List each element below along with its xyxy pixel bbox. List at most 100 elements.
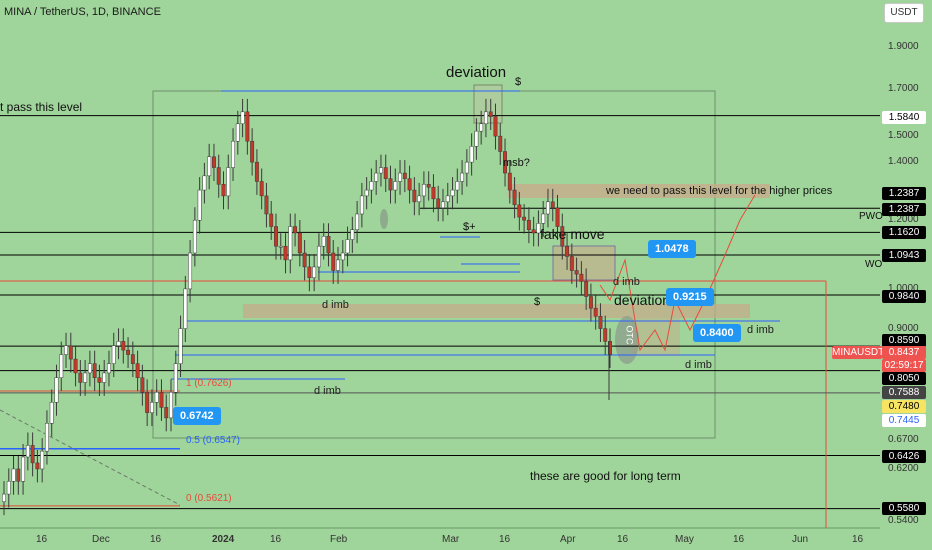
y-axis-label: 1.4000 (888, 156, 919, 168)
candle-body-104 (498, 135, 503, 152)
x-axis-label: 16 (36, 534, 48, 545)
candle-body-47 (226, 167, 231, 197)
currency-button[interactable]: USDT (884, 3, 924, 23)
x-axis-label: May (675, 534, 694, 545)
price-tag: 0.9840 (882, 290, 926, 303)
x-axis-label: Feb (330, 534, 348, 545)
candle-body-126 (603, 328, 608, 342)
price-tag: 0.7588 (882, 386, 926, 399)
candle-body-27 (130, 354, 135, 364)
candle-body-76 (364, 189, 369, 197)
price-badge-4: 0.6742 (173, 407, 221, 425)
candle-body-17 (83, 372, 88, 383)
annotation-dollar-mid: $ (534, 296, 541, 308)
candle-body-69 (331, 252, 336, 271)
candle-body-52 (250, 140, 255, 163)
candle-body-67 (321, 235, 326, 247)
candle-body-59 (283, 245, 288, 261)
candle-body-9 (44, 422, 49, 452)
candle-body-51 (245, 111, 250, 142)
candle-body-48 (231, 140, 235, 168)
y-axis-label: 1.5000 (888, 130, 919, 142)
price-tag: 1.2387 (882, 187, 926, 200)
x-axis-label: 16 (270, 534, 282, 545)
candle-body-60 (288, 226, 293, 261)
candle-body-71 (340, 252, 345, 261)
annotation-msb: msb? (503, 157, 530, 169)
candle-body-127 (608, 341, 612, 355)
candle-body-21 (102, 372, 107, 383)
candle-body-10 (49, 402, 54, 424)
annotation-d-imb-4: d imb (685, 359, 712, 371)
candle-body-98 (469, 146, 474, 163)
candle-body-85 (407, 178, 412, 191)
candle-body-28 (135, 363, 140, 378)
candle-body-108 (517, 204, 522, 218)
candle-body-34 (164, 407, 169, 419)
candle-body-120 (574, 270, 579, 275)
candle-body-116 (555, 207, 560, 227)
candle-body-72 (345, 239, 350, 254)
candle-body-96 (460, 172, 465, 182)
candle-body-82 (393, 181, 398, 191)
candle-body-84 (402, 172, 407, 179)
candle-body-43 (207, 156, 212, 177)
annotation-d-imb-1: d imb (322, 299, 349, 311)
candle-body-68 (326, 235, 331, 254)
imbalance-box (243, 304, 750, 318)
candle-body-107 (512, 189, 517, 206)
x-axis-label: Apr (560, 534, 576, 545)
price-tag: 0.5580 (882, 502, 926, 515)
resistance-box (508, 184, 770, 198)
candle-body-66 (316, 245, 321, 268)
candle-body-124 (593, 307, 598, 317)
candle-body-110 (526, 219, 531, 230)
price-tag: 1.0943 (882, 249, 926, 262)
candle-body-55 (264, 195, 269, 215)
y-axis-label: 0.5400 (888, 515, 919, 526)
candle-body-29 (140, 377, 145, 393)
price-tag: 1.5840 (882, 111, 926, 124)
y-axis-label: 1.0000 (888, 282, 919, 294)
range-box (152, 90, 716, 439)
x-axis-label: 16 (617, 534, 629, 545)
candle-body-49 (235, 123, 240, 142)
y-axis-label: 0.9000 (888, 322, 919, 334)
label-wo: WO (865, 259, 883, 270)
candle-body-8 (40, 450, 45, 470)
candle-body-91 (436, 198, 441, 209)
price-tag: 1.2387 (882, 203, 926, 216)
chart-title: MINA / TetherUS, 1D, BINANCE (4, 6, 161, 18)
small-ellipse (380, 209, 388, 229)
candle-body-14 (68, 345, 73, 360)
candle-body-50 (240, 111, 245, 125)
candle-body-19 (92, 363, 97, 378)
x-axis-label: 16 (852, 534, 864, 545)
candle-body-20 (97, 377, 102, 383)
candle-body-64 (307, 266, 312, 279)
candle-body-103 (493, 116, 498, 137)
price-tag: 0.8437 (882, 346, 926, 359)
candle-body-92 (441, 201, 445, 209)
candle-body-74 (355, 213, 360, 230)
fib-label-0: 0 (0.5621) (186, 493, 232, 504)
candle-body-79 (379, 167, 383, 174)
candle-body-26 (126, 349, 131, 355)
candle-body-57 (274, 226, 278, 247)
candle-body-114 (546, 201, 550, 215)
candle-body-122 (584, 281, 589, 297)
candle-body-113 (541, 213, 546, 224)
candle-body-42 (202, 175, 207, 191)
fib-label-05: 0.5 (0.6547) (186, 435, 240, 446)
annotation-long-term: these are good for long term (530, 469, 681, 483)
candle-body-123 (588, 296, 593, 309)
price-tag: 0.8590 (882, 334, 926, 347)
candle-body-36 (173, 363, 178, 393)
candle-body-125 (598, 315, 603, 329)
candle-body-75 (359, 195, 364, 215)
x-axis-label: Dec (92, 534, 110, 545)
candle-body-35 (169, 392, 173, 419)
annotation-pass-level-left: t pass this level (0, 100, 83, 114)
